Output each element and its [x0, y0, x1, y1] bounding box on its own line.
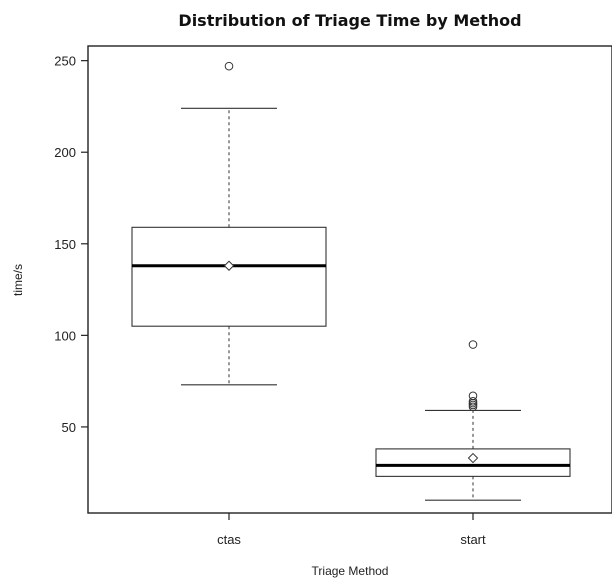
outlier-start-3 — [468, 396, 478, 406]
plot-frame — [87, 45, 612, 514]
mean-marker-ctas — [223, 260, 235, 271]
y-tick-label-150: 150 — [54, 237, 76, 252]
x-tick-label-ctas: ctas — [217, 532, 241, 547]
outlier-start-4 — [468, 391, 478, 401]
y-tick-label-250: 250 — [54, 54, 76, 69]
x-tick-label-start: start — [460, 532, 486, 547]
y-axis-label: time/s — [11, 264, 25, 296]
outlier-ctas-0 — [224, 61, 234, 71]
outlier-start-5 — [468, 340, 478, 349]
y-tick-label-100: 100 — [54, 328, 76, 343]
box-start — [375, 340, 571, 501]
y-tick-label-200: 200 — [54, 145, 76, 160]
y-tick-label-50: 50 — [62, 420, 76, 435]
box-ctas — [131, 61, 327, 386]
boxes — [131, 61, 571, 501]
x-axis: ctas start — [217, 513, 486, 547]
x-axis-label: Triage Method — [312, 564, 389, 578]
iqr-box-ctas — [131, 226, 327, 327]
mean-marker-start — [467, 452, 479, 464]
y-axis: 50 100 150 200 250 — [54, 54, 88, 435]
chart-title: Distribution of Triage Time by Method — [178, 11, 521, 30]
